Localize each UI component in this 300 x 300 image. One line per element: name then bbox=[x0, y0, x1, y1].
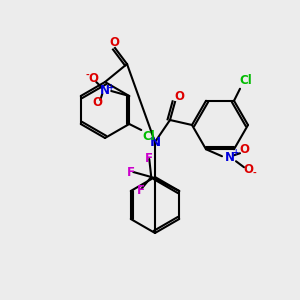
Text: +: + bbox=[232, 148, 238, 157]
Text: O: O bbox=[239, 143, 249, 156]
Text: O: O bbox=[92, 97, 102, 110]
Text: O: O bbox=[109, 35, 119, 49]
Text: F: F bbox=[137, 184, 145, 197]
Text: Cl: Cl bbox=[240, 74, 252, 87]
Text: -: - bbox=[252, 169, 256, 178]
Text: O: O bbox=[243, 163, 253, 176]
Text: N: N bbox=[225, 151, 235, 164]
Text: O: O bbox=[88, 73, 98, 85]
Text: O: O bbox=[174, 89, 184, 103]
Text: +: + bbox=[107, 82, 113, 91]
Text: Cl: Cl bbox=[143, 130, 156, 142]
Text: F: F bbox=[127, 166, 135, 178]
Text: N: N bbox=[100, 85, 110, 98]
Text: F: F bbox=[145, 152, 153, 164]
Text: -: - bbox=[85, 70, 89, 80]
Text: N: N bbox=[149, 136, 161, 148]
